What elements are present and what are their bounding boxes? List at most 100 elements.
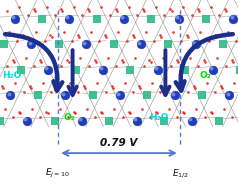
Point (114, 65, 118, 68)
Point (205, 82, 209, 85)
Point (15, 39, 19, 42)
Point (170, 10, 174, 13)
Point (87, 65, 91, 68)
Point (73, 112, 77, 115)
Point (129, 68, 132, 71)
Point (122, 17, 126, 20)
Point (77, 35, 81, 38)
Point (138, 86, 142, 89)
Point (226, 92, 229, 95)
Point (19, 68, 23, 71)
Point (111, 86, 115, 89)
Point (154, 5, 158, 8)
Point (132, 35, 136, 38)
Point (171, 31, 175, 34)
Point (230, 16, 233, 19)
Text: 0.79 V: 0.79 V (100, 138, 138, 148)
Point (5, 10, 9, 13)
Point (22, 35, 26, 38)
Point (188, 56, 192, 59)
Point (13, 82, 17, 85)
Point (137, 84, 141, 88)
Point (203, 116, 207, 119)
Point (133, 56, 137, 59)
Point (66, 116, 70, 119)
Point (173, 94, 177, 97)
Point (159, 90, 162, 93)
Point (230, 59, 233, 62)
Point (5, 65, 9, 68)
Point (192, 84, 196, 88)
Point (12, 61, 16, 64)
Point (29, 86, 33, 89)
Point (112, 43, 115, 46)
Point (68, 82, 72, 85)
Point (164, 84, 168, 88)
Point (106, 56, 110, 59)
Point (159, 35, 163, 38)
Point (187, 35, 190, 38)
Point (198, 31, 202, 34)
Point (25, 119, 29, 122)
Point (175, 116, 179, 119)
Point (63, 94, 67, 97)
Point (196, 65, 200, 68)
Point (9, 94, 12, 97)
Point (104, 35, 108, 38)
Point (209, 110, 213, 113)
Point (186, 90, 190, 93)
Point (175, 16, 179, 19)
Point (82, 84, 86, 88)
Point (166, 43, 170, 46)
Point (181, 110, 185, 113)
Point (39, 116, 42, 119)
Point (40, 17, 44, 20)
Point (221, 43, 225, 46)
Point (177, 17, 181, 20)
Point (2, 43, 6, 46)
Point (190, 14, 194, 17)
Point (176, 61, 180, 64)
Point (57, 43, 61, 46)
Point (7, 92, 10, 95)
Point (183, 112, 186, 115)
Point (3, 107, 7, 110)
Point (67, 17, 71, 20)
Point (125, 39, 129, 42)
Point (30, 107, 34, 110)
Point (32, 8, 35, 11)
Point (182, 5, 185, 8)
Point (193, 86, 197, 89)
Point (142, 65, 145, 68)
Point (139, 43, 143, 46)
Point (46, 68, 50, 71)
Point (152, 39, 156, 42)
Point (78, 118, 82, 121)
Point (228, 94, 231, 97)
Point (84, 43, 88, 46)
Point (166, 86, 169, 89)
Point (131, 33, 134, 36)
Point (62, 31, 65, 34)
Point (232, 17, 235, 20)
Point (76, 33, 80, 36)
Point (209, 67, 213, 70)
Point (188, 118, 192, 121)
Point (72, 5, 76, 8)
Point (22, 90, 25, 93)
Point (45, 67, 48, 70)
Point (224, 65, 228, 68)
Point (94, 61, 98, 64)
Point (210, 112, 214, 115)
Point (161, 56, 164, 59)
Point (51, 56, 55, 59)
Point (145, 94, 149, 97)
Point (219, 84, 223, 88)
Point (121, 116, 124, 119)
Point (217, 14, 221, 17)
Point (226, 31, 230, 34)
Point (60, 10, 64, 13)
Point (89, 31, 93, 34)
Point (65, 59, 69, 62)
Point (97, 39, 101, 42)
